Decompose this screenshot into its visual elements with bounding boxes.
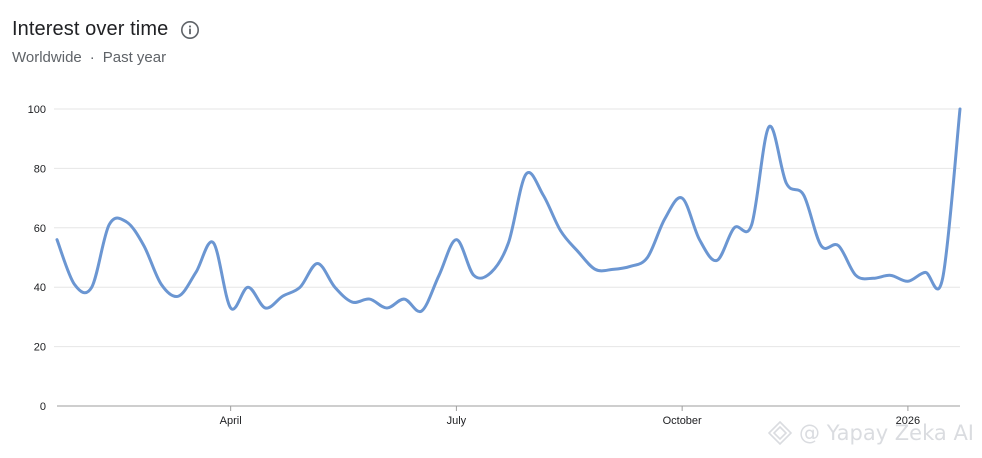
- y-tick-label: 100: [28, 104, 46, 116]
- data-point[interactable]: [105, 221, 113, 229]
- data-point[interactable]: [748, 221, 756, 229]
- data-point[interactable]: [696, 236, 704, 244]
- data-point[interactable]: [296, 283, 304, 291]
- data-point[interactable]: [800, 191, 808, 199]
- data-point[interactable]: [834, 242, 842, 250]
- grid-layer: [54, 108, 960, 348]
- separator-dot: ·: [89, 49, 95, 66]
- data-point[interactable]: [383, 304, 391, 312]
- data-point[interactable]: [313, 259, 321, 267]
- data-point[interactable]: [887, 271, 895, 279]
- data-point[interactable]: [574, 248, 582, 256]
- data-point[interactable]: [921, 268, 929, 276]
- data-point[interactable]: [244, 283, 252, 291]
- data-point[interactable]: [904, 277, 912, 285]
- data-point[interactable]: [505, 239, 513, 247]
- data-point[interactable]: [331, 283, 339, 291]
- data-point[interactable]: [470, 271, 478, 279]
- data-point[interactable]: [209, 239, 217, 247]
- y-tick-label: 0: [40, 401, 46, 413]
- data-point[interactable]: [765, 123, 773, 131]
- data-point[interactable]: [227, 304, 235, 312]
- y-tick-label: 80: [34, 163, 46, 175]
- series-line[interactable]: [55, 107, 962, 314]
- data-point[interactable]: [539, 191, 547, 199]
- x-tick-label: 2026: [896, 415, 920, 427]
- data-point[interactable]: [122, 218, 130, 226]
- data-point[interactable]: [435, 271, 443, 279]
- x-tick-label: July: [447, 415, 467, 427]
- watermark-text: @ Yapay Zeka AI: [799, 421, 974, 445]
- data-point[interactable]: [522, 170, 530, 178]
- period-label[interactable]: Past year: [102, 49, 167, 66]
- data-point[interactable]: [418, 307, 426, 315]
- data-point[interactable]: [782, 179, 790, 187]
- data-point[interactable]: [140, 242, 148, 250]
- data-point[interactable]: [88, 283, 96, 291]
- diamond-logo-icon: [767, 420, 793, 446]
- title-row: Interest over time: [12, 18, 200, 41]
- data-point[interactable]: [817, 242, 825, 250]
- data-point[interactable]: [279, 292, 287, 300]
- watermark: @ Yapay Zeka AI: [767, 420, 974, 446]
- y-tick-label: 40: [34, 282, 46, 294]
- y-tick-label: 60: [34, 223, 46, 235]
- data-point[interactable]: [678, 194, 686, 202]
- data-point[interactable]: [366, 295, 374, 303]
- data-point[interactable]: [400, 295, 408, 303]
- info-icon[interactable]: [180, 20, 200, 40]
- data-point[interactable]: [852, 271, 860, 279]
- data-point[interactable]: [157, 280, 165, 288]
- data-point[interactable]: [626, 262, 634, 270]
- data-point[interactable]: [53, 236, 61, 244]
- data-point[interactable]: [557, 227, 565, 235]
- region-label[interactable]: Worldwide: [12, 49, 82, 66]
- x-tick-label: April: [220, 415, 242, 427]
- data-point[interactable]: [70, 280, 78, 288]
- line-layer: [53, 105, 964, 315]
- data-point[interactable]: [261, 304, 269, 312]
- data-point[interactable]: [956, 105, 964, 113]
- data-point[interactable]: [643, 254, 651, 262]
- data-point[interactable]: [730, 224, 738, 232]
- data-point[interactable]: [939, 274, 947, 282]
- data-point[interactable]: [713, 256, 721, 264]
- chart-header: Interest over time Worldwide · Past year: [12, 18, 200, 66]
- data-point[interactable]: [609, 265, 617, 273]
- data-point[interactable]: [452, 236, 460, 244]
- data-point[interactable]: [869, 274, 877, 282]
- chart-title: Interest over time: [12, 18, 169, 40]
- data-point[interactable]: [175, 292, 183, 300]
- axis-layer: 0 20 40 60 80 100 April July October 2026: [28, 104, 960, 427]
- data-point[interactable]: [661, 215, 669, 223]
- data-point[interactable]: [591, 265, 599, 273]
- x-tick-label: October: [663, 415, 702, 427]
- data-point[interactable]: [487, 268, 495, 276]
- y-tick-label: 20: [34, 342, 46, 354]
- subtitle-row: Worldwide · Past year: [12, 49, 200, 66]
- data-point[interactable]: [348, 298, 356, 306]
- data-point[interactable]: [192, 268, 200, 276]
